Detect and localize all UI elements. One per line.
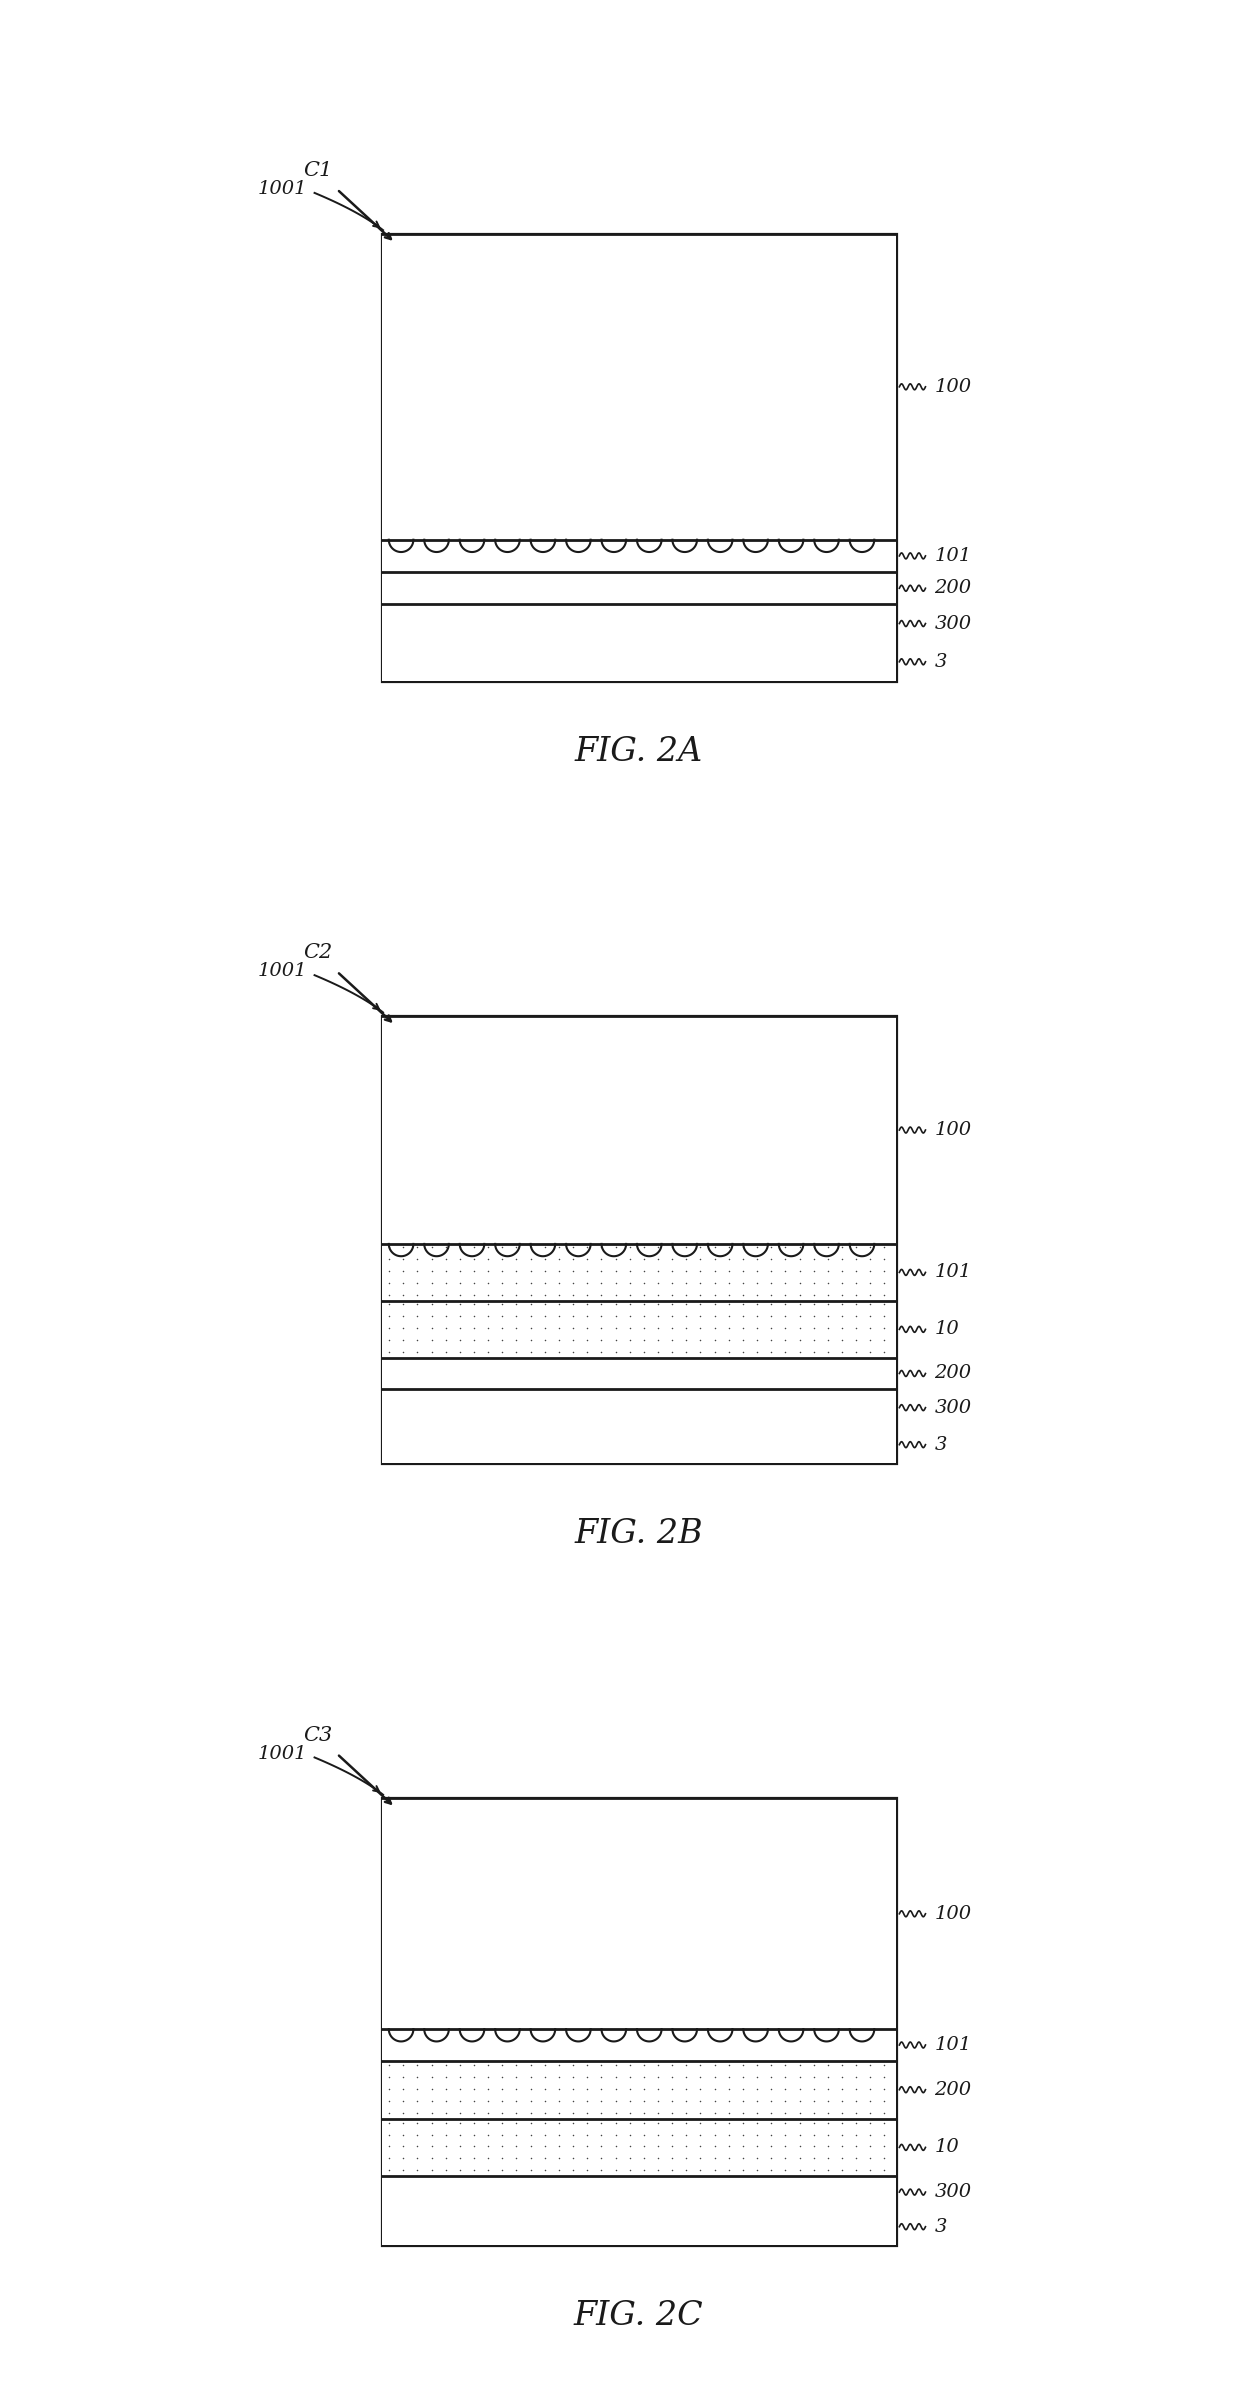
Text: 3: 3 xyxy=(935,652,947,671)
Text: 100: 100 xyxy=(935,379,971,395)
Bar xyxy=(382,2176,895,2207)
Text: 200: 200 xyxy=(935,579,971,598)
Bar xyxy=(382,643,895,681)
Text: 101: 101 xyxy=(935,548,971,564)
Bar xyxy=(382,233,895,540)
Bar xyxy=(382,1017,895,1243)
Bar xyxy=(382,1300,895,1357)
Text: 200: 200 xyxy=(935,1364,971,1383)
Bar xyxy=(382,540,895,571)
Text: C1: C1 xyxy=(304,162,332,181)
Text: 200: 200 xyxy=(935,2081,971,2098)
Bar xyxy=(382,571,895,605)
Text: FIG. 2C: FIG. 2C xyxy=(574,2300,703,2333)
Text: 300: 300 xyxy=(935,2183,971,2200)
Text: C3: C3 xyxy=(304,1726,332,1745)
Text: 3: 3 xyxy=(935,1436,947,1455)
Text: 10: 10 xyxy=(935,1321,960,1338)
Bar xyxy=(382,1798,895,2245)
Bar xyxy=(382,1426,895,1464)
Text: 1001: 1001 xyxy=(258,181,308,198)
Text: FIG. 2B: FIG. 2B xyxy=(574,1519,703,1550)
Bar xyxy=(382,2062,895,2119)
Text: 300: 300 xyxy=(935,1398,971,1417)
Bar xyxy=(382,1388,895,1426)
Text: 100: 100 xyxy=(935,1121,971,1138)
Text: 1001: 1001 xyxy=(258,962,308,981)
Text: 100: 100 xyxy=(935,1905,971,1924)
Bar xyxy=(382,2207,895,2245)
Text: 300: 300 xyxy=(935,614,971,633)
Bar xyxy=(382,1798,895,2029)
Bar xyxy=(382,1357,895,1388)
Text: C2: C2 xyxy=(304,943,332,962)
Bar xyxy=(382,2029,895,2062)
Bar xyxy=(382,1017,895,1464)
Text: 101: 101 xyxy=(935,1264,971,1281)
Bar xyxy=(382,2119,895,2176)
Text: 10: 10 xyxy=(935,2138,960,2157)
Bar xyxy=(382,1243,895,1300)
Text: FIG. 2A: FIG. 2A xyxy=(574,736,703,767)
Text: 1001: 1001 xyxy=(258,1745,308,1762)
Bar xyxy=(382,233,895,681)
Text: 3: 3 xyxy=(935,2217,947,2236)
Text: 101: 101 xyxy=(935,2036,971,2055)
Bar xyxy=(382,605,895,643)
